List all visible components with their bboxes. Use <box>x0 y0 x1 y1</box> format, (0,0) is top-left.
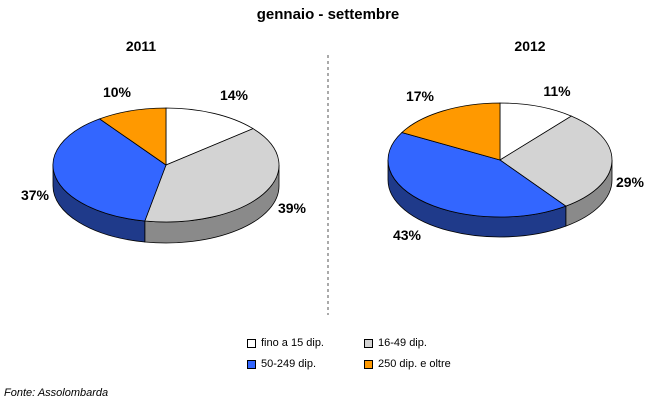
pie-slice <box>499 115 613 207</box>
legend-label: fino a 15 dip. <box>261 337 324 349</box>
pie-slice <box>98 107 167 166</box>
pie-title-2011: 2011 <box>125 38 157 54</box>
pie-slice <box>401 102 501 161</box>
data-label: 43% <box>393 227 422 243</box>
pie-2012: 11% 29% 43% 17% <box>387 83 645 243</box>
legend-swatch <box>247 359 256 369</box>
legend-swatch <box>364 359 373 369</box>
data-label: 17% <box>406 88 435 104</box>
legend-swatch <box>247 338 256 348</box>
pie-slice <box>387 132 567 218</box>
pie-slice <box>499 102 573 161</box>
chart-title: gennaio - settembre <box>256 6 400 23</box>
pie-slice <box>144 128 280 223</box>
pie-slice <box>165 107 254 166</box>
pie-slice <box>52 118 167 222</box>
legend-item-fino-a-15: fino a 15 dip. <box>247 337 324 349</box>
data-label: 37% <box>21 187 50 203</box>
legend-label: 250 dip. e oltre <box>378 358 451 370</box>
legend-swatch <box>364 338 373 348</box>
pie-title-2012: 2012 <box>514 38 546 54</box>
data-label: 11% <box>543 83 571 99</box>
data-label: 39% <box>278 200 307 216</box>
data-label: 10% <box>103 84 132 100</box>
pie-2011: 14% 39% 37% 10% <box>21 84 307 244</box>
legend-item-16-49: 16-49 dip. <box>364 337 427 349</box>
legend-item-50-249: 50-249 dip. <box>247 358 316 370</box>
data-label: 29% <box>616 174 645 190</box>
data-label: 14% <box>220 87 249 103</box>
legend-label: 16-49 dip. <box>378 337 427 349</box>
legend-label: 50-249 dip. <box>261 358 317 370</box>
source-note: Fonte: Assolombarda <box>4 387 109 399</box>
legend-item-250-oltre: 250 dip. e oltre <box>364 358 451 370</box>
